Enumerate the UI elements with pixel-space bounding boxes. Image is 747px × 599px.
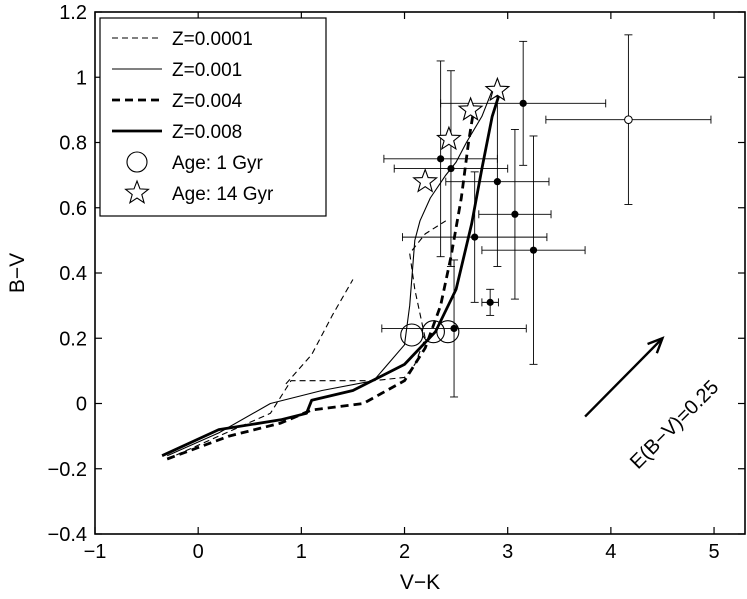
x-tick-label: 0	[193, 541, 204, 563]
data-point-filled	[529, 246, 538, 254]
data-point-open	[624, 115, 633, 124]
series-line-z-0-0001	[166, 220, 447, 460]
y-tick-label: −0.4	[48, 524, 87, 546]
markers-group	[400, 76, 633, 347]
marker-age-14-gyr	[457, 96, 484, 121]
y-tick-label: 1.2	[59, 2, 87, 24]
data-point-filled	[437, 155, 445, 163]
x-tick-label: 4	[605, 541, 616, 563]
legend-label-z-0-004: Z=0.004	[172, 91, 243, 112]
y-axis-title: B−V	[6, 253, 29, 293]
y-tick-label: 0.2	[59, 328, 87, 350]
series-line-z-0-004	[166, 109, 476, 461]
data-point-filled	[471, 233, 479, 241]
legend-label-z-0-008: Z=0.008	[172, 122, 242, 143]
legend-swatch-age-1-gyr	[126, 151, 148, 173]
legend-label-age-14-gyr: Age: 14 Gyr	[172, 184, 274, 205]
legend-label-z-0-0001: Z=0.0001	[172, 29, 253, 50]
legend-label-age-1-gyr: Age: 1 Gyr	[172, 153, 263, 174]
data-point-filled	[447, 165, 455, 173]
marker-age-1-gyr	[421, 320, 445, 344]
data-point-filled	[450, 324, 458, 333]
y-tick-label: 0.6	[59, 198, 87, 220]
legend-swatch-age-14-gyr	[124, 179, 150, 204]
series-line-z-0-001	[166, 90, 493, 457]
reddening-arrow-group	[584, 336, 665, 418]
data-point-filled	[486, 298, 494, 306]
y-tick-label: 0.8	[59, 133, 87, 155]
y-tick-label: −0.2	[48, 459, 87, 481]
x-tick-label: 5	[708, 541, 719, 563]
data-point-filled	[493, 178, 501, 186]
y-tick-label: 0.4	[59, 263, 87, 285]
legend-label-z-0-001: Z=0.001	[172, 60, 242, 81]
tick-labels-group: −1 0 1 2 3 4 5 −0.4 −0.2 0 0.2 0.4 0.6 0.8 1 1.2	[48, 2, 720, 563]
data-point-filled	[519, 99, 527, 107]
marker-age-1-gyr	[400, 323, 424, 347]
reddening-annotation: E(B−V)=0.25	[626, 376, 723, 473]
x-tick-label: 3	[502, 541, 513, 563]
y-tick-label: 0	[76, 394, 87, 416]
marker-age-1-gyr	[436, 320, 460, 344]
marker-age-14-gyr	[436, 125, 462, 151]
legend: Z=0.0001 Z=0.001 Z=0.004 Z=0.008 Age: 1 Gyr A…	[99, 17, 327, 217]
marker-age-14-gyr	[484, 76, 511, 102]
series-line-extra-branch	[285, 279, 354, 385]
x-axis-title: V−K	[400, 571, 440, 594]
marker-age-14-gyr	[412, 168, 439, 193]
data-point-filled	[511, 210, 519, 218]
y-tick-label: 1	[76, 67, 87, 89]
x-tick-label: −1	[84, 541, 107, 563]
reddening-arrow-head	[647, 336, 665, 354]
reddening-arrow-shaft	[584, 337, 664, 418]
x-tick-label: 2	[399, 541, 410, 563]
x-tick-label: 1	[296, 541, 307, 563]
axis-ticks-group	[94, 11, 745, 535]
